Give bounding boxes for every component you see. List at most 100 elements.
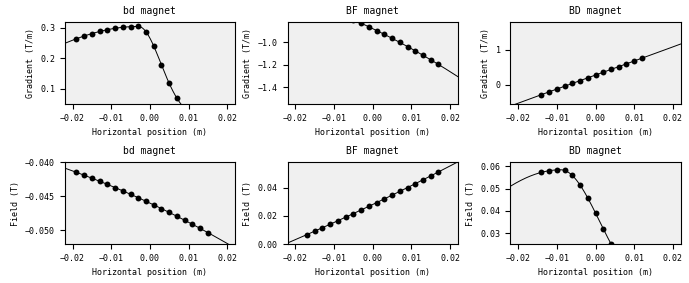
- Point: [195, 226, 206, 231]
- Point: [628, 276, 639, 280]
- Point: [102, 182, 113, 186]
- Point: [141, 29, 152, 34]
- Point: [156, 206, 167, 211]
- Point: [410, 181, 421, 186]
- Y-axis label: Gradient (T/m): Gradient (T/m): [243, 28, 252, 98]
- X-axis label: Horizontal position (m): Horizontal position (m): [92, 269, 207, 277]
- Point: [117, 189, 128, 193]
- Point: [172, 214, 183, 218]
- Point: [590, 73, 601, 77]
- Point: [544, 90, 555, 94]
- Title: bd magnet: bd magnet: [123, 6, 176, 16]
- Point: [179, 218, 190, 222]
- Point: [179, 106, 190, 111]
- Point: [613, 255, 624, 260]
- X-axis label: Horizontal position (m): Horizontal position (m): [315, 269, 430, 277]
- Point: [394, 189, 405, 194]
- Point: [598, 70, 609, 74]
- Point: [567, 81, 578, 86]
- Point: [575, 183, 586, 187]
- Point: [79, 173, 90, 177]
- Point: [133, 24, 144, 29]
- Point: [125, 192, 136, 196]
- Point: [575, 78, 586, 83]
- Point: [317, 5, 328, 9]
- Point: [433, 170, 444, 174]
- Point: [410, 49, 421, 53]
- Title: BD magnet: BD magnet: [569, 146, 622, 156]
- Point: [79, 34, 90, 38]
- Point: [164, 210, 175, 215]
- Point: [613, 64, 624, 69]
- Point: [86, 31, 97, 36]
- Point: [117, 25, 128, 29]
- Point: [544, 168, 555, 173]
- Title: BD magnet: BD magnet: [569, 6, 622, 16]
- Point: [387, 36, 398, 40]
- Point: [394, 40, 405, 45]
- Point: [387, 193, 398, 198]
- Point: [356, 208, 367, 212]
- Point: [621, 62, 632, 66]
- Point: [628, 59, 639, 63]
- Point: [71, 37, 82, 41]
- Point: [309, 2, 320, 6]
- Point: [325, 8, 336, 12]
- Point: [567, 173, 578, 178]
- Point: [621, 267, 632, 271]
- Point: [590, 211, 601, 215]
- Point: [418, 53, 429, 57]
- Point: [425, 57, 436, 62]
- Point: [332, 218, 343, 223]
- Point: [148, 203, 159, 207]
- Point: [582, 196, 593, 200]
- Point: [606, 242, 617, 246]
- Point: [418, 177, 429, 182]
- Point: [148, 44, 159, 48]
- Title: BF magnet: BF magnet: [347, 6, 399, 16]
- Y-axis label: Gradient (T/m): Gradient (T/m): [481, 28, 490, 98]
- Point: [195, 115, 206, 119]
- Point: [340, 14, 351, 19]
- Point: [402, 185, 413, 190]
- Point: [356, 21, 367, 25]
- Point: [317, 226, 328, 230]
- Point: [133, 196, 144, 200]
- Point: [187, 112, 198, 117]
- Point: [433, 62, 444, 67]
- Point: [125, 24, 136, 29]
- Point: [164, 81, 175, 86]
- Y-axis label: Field (T): Field (T): [243, 181, 252, 226]
- Point: [302, 232, 313, 237]
- Point: [110, 26, 121, 31]
- Point: [94, 29, 105, 34]
- Point: [86, 176, 97, 181]
- Point: [637, 56, 648, 61]
- Point: [371, 28, 382, 33]
- Point: [71, 170, 82, 175]
- Point: [340, 215, 351, 219]
- Point: [551, 87, 562, 91]
- Point: [598, 226, 609, 231]
- Point: [156, 63, 167, 67]
- Point: [559, 84, 570, 89]
- Point: [203, 116, 214, 121]
- Point: [325, 222, 336, 226]
- Point: [551, 168, 562, 172]
- Point: [110, 185, 121, 190]
- Point: [402, 44, 413, 49]
- Point: [379, 197, 390, 201]
- X-axis label: Horizontal position (m): Horizontal position (m): [538, 128, 653, 137]
- Y-axis label: Field (T): Field (T): [466, 181, 475, 226]
- Point: [363, 25, 374, 29]
- X-axis label: Horizontal position (m): Horizontal position (m): [538, 269, 653, 277]
- Title: bd magnet: bd magnet: [123, 146, 176, 156]
- Y-axis label: Field (T): Field (T): [10, 181, 19, 226]
- Y-axis label: Gradient (T/m): Gradient (T/m): [25, 28, 34, 98]
- Point: [371, 200, 382, 205]
- Point: [332, 11, 343, 15]
- Point: [203, 230, 214, 235]
- Point: [425, 174, 436, 178]
- Title: BF magnet: BF magnet: [347, 146, 399, 156]
- Point: [536, 170, 547, 175]
